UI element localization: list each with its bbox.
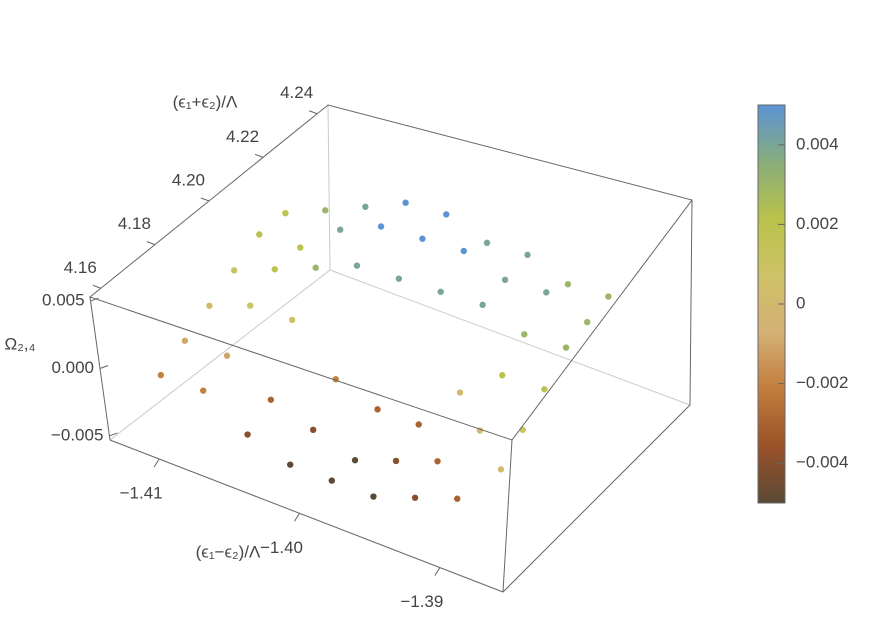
point bbox=[395, 275, 403, 282]
y-tick bbox=[200, 197, 210, 202]
x-tick-label: −1.40 bbox=[260, 538, 303, 557]
point bbox=[605, 293, 612, 300]
colorbar-tick-label: 0 bbox=[796, 293, 805, 312]
point bbox=[541, 386, 548, 393]
z-tick-label: −0.005 bbox=[51, 425, 103, 444]
point bbox=[497, 466, 505, 473]
point bbox=[524, 251, 531, 259]
colorbar-tick-label: 0.002 bbox=[796, 214, 839, 233]
point bbox=[499, 372, 506, 379]
point bbox=[230, 267, 238, 274]
point bbox=[312, 264, 319, 271]
point bbox=[479, 301, 486, 309]
point bbox=[288, 316, 296, 324]
point bbox=[519, 426, 526, 434]
point bbox=[370, 493, 377, 500]
point bbox=[377, 223, 385, 230]
point bbox=[353, 262, 361, 269]
z-axis-label: Ω₂,₄ bbox=[5, 334, 36, 353]
point bbox=[200, 387, 207, 394]
point bbox=[562, 344, 570, 351]
point bbox=[456, 389, 464, 396]
point bbox=[419, 235, 426, 242]
y-tick-label: 4.24 bbox=[280, 83, 313, 102]
x-tick bbox=[153, 458, 160, 468]
point bbox=[328, 477, 336, 484]
point bbox=[437, 288, 444, 295]
point bbox=[322, 207, 329, 214]
z-tick bbox=[99, 365, 109, 369]
point bbox=[247, 302, 254, 309]
point bbox=[583, 318, 591, 326]
y-tick bbox=[254, 153, 264, 158]
point bbox=[415, 421, 422, 428]
box-top bbox=[88, 104, 693, 441]
point bbox=[309, 426, 317, 434]
box-edge bbox=[502, 439, 513, 593]
point bbox=[206, 302, 213, 309]
x-tick-label: −1.41 bbox=[120, 483, 163, 502]
point bbox=[336, 226, 344, 233]
box-back-edge bbox=[109, 269, 691, 441]
point bbox=[454, 495, 461, 502]
y-tick-label: 4.16 bbox=[64, 258, 97, 277]
point bbox=[286, 461, 294, 468]
y-tick bbox=[309, 110, 318, 115]
z-tick-label: 0.000 bbox=[51, 358, 94, 377]
y-tick bbox=[146, 241, 156, 246]
x-tick bbox=[434, 567, 441, 576]
colorbar-tick-label: 0.004 bbox=[796, 134, 839, 153]
y-tick-label: 4.22 bbox=[226, 127, 259, 146]
point bbox=[483, 239, 491, 247]
point bbox=[392, 457, 400, 465]
y-tick-label: 4.18 bbox=[118, 214, 151, 233]
z-tick bbox=[90, 297, 99, 302]
point bbox=[443, 211, 450, 218]
point bbox=[181, 337, 189, 344]
x-axis-label: (ϵ₁−ϵ₂)/Λ bbox=[196, 542, 261, 561]
x-tick-label: −1.39 bbox=[400, 592, 443, 611]
point bbox=[256, 231, 263, 238]
point bbox=[501, 276, 509, 284]
y-axis-label: (ϵ₁+ϵ₂)/Λ bbox=[173, 92, 238, 111]
z-tick bbox=[109, 432, 118, 437]
point bbox=[271, 266, 278, 273]
point bbox=[402, 199, 409, 206]
point bbox=[244, 431, 251, 438]
box-back-edge bbox=[327, 104, 331, 271]
point bbox=[564, 281, 572, 288]
y-tick-label: 4.20 bbox=[172, 170, 205, 189]
point bbox=[411, 494, 419, 501]
point bbox=[521, 331, 528, 338]
x-tick bbox=[294, 513, 300, 522]
point bbox=[374, 406, 381, 413]
point bbox=[362, 203, 369, 211]
points bbox=[157, 199, 612, 502]
point bbox=[267, 396, 275, 403]
point bbox=[297, 244, 304, 251]
colorbar-tick-label: −0.004 bbox=[796, 453, 848, 472]
box-edge bbox=[89, 199, 693, 593]
point bbox=[223, 352, 231, 359]
point bbox=[434, 458, 441, 465]
colorbar-tick-label: −0.002 bbox=[796, 373, 848, 392]
point bbox=[543, 289, 550, 296]
point bbox=[157, 371, 165, 379]
z-tick-label: 0.005 bbox=[42, 291, 85, 310]
point bbox=[460, 247, 467, 255]
box-front bbox=[88, 104, 693, 593]
y-tick bbox=[92, 284, 101, 289]
point bbox=[282, 209, 289, 217]
point bbox=[351, 457, 359, 464]
box bbox=[109, 104, 691, 441]
